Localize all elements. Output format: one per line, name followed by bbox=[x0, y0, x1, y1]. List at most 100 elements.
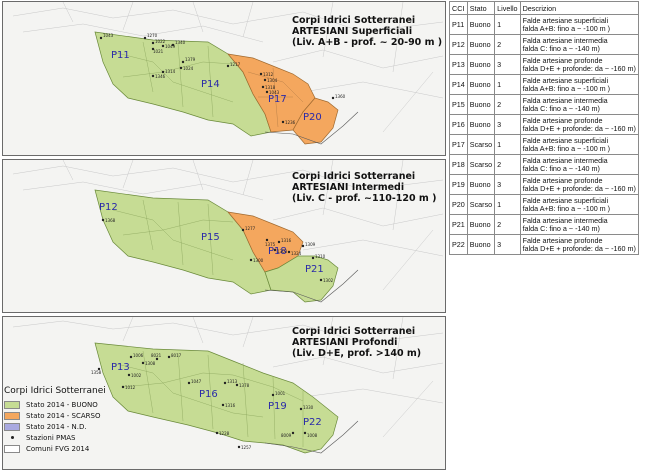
station-label: 1047 bbox=[191, 379, 202, 384]
zone-p12-p15-area bbox=[94, 189, 272, 295]
cell-cci: P17 bbox=[449, 134, 468, 155]
station-label: 1303 bbox=[277, 249, 288, 254]
cell-descrizione: Falde artesiane superficiali falda A+B: f… bbox=[519, 14, 639, 35]
cell-stato: Buono bbox=[466, 214, 496, 235]
station-label: 1312 bbox=[263, 72, 274, 77]
descrizione-line: Falde artesiane superficiali bbox=[522, 195, 609, 205]
cell-cci: P16 bbox=[449, 114, 468, 135]
descrizione-line: Falde artesiane profonde bbox=[522, 115, 603, 125]
cell-livello: 2 bbox=[494, 154, 521, 175]
legend-item-stations: Stazioni PMAS bbox=[4, 432, 144, 443]
station-label: 1313 bbox=[227, 379, 238, 384]
map-title-line: Corpi Idrici Sotterranei bbox=[292, 326, 416, 337]
legend-swatch bbox=[4, 411, 20, 420]
station-label: 1302 bbox=[323, 278, 334, 283]
cell-cci: P11 bbox=[449, 14, 468, 35]
descrizione-line: falda C: fino a ~ -140 m) bbox=[522, 163, 600, 173]
station-point bbox=[179, 66, 183, 70]
cell-stato: Buono bbox=[466, 14, 496, 35]
cell-cci: P20 bbox=[449, 194, 468, 215]
station-label: 1270 bbox=[147, 33, 158, 38]
station-point bbox=[265, 238, 269, 242]
station-label: 1257 bbox=[241, 445, 252, 450]
station-point bbox=[151, 74, 155, 78]
station-label: 1379 bbox=[185, 57, 196, 62]
station-label: 1310 bbox=[315, 254, 326, 259]
station-label: 1309 bbox=[305, 242, 316, 247]
table-row: P22 Buono 3 Falde artesiane profonde falda D… bbox=[449, 234, 639, 255]
zone-label: P12 bbox=[99, 202, 118, 213]
station-point bbox=[223, 381, 227, 385]
table-row: P16 Buono 3 Falde artesiane profonde falda D… bbox=[449, 114, 639, 135]
station-point bbox=[319, 278, 323, 282]
zone-label: P20 bbox=[303, 112, 322, 123]
descrizione-line: falda C: fino a ~ -140 m) bbox=[522, 103, 600, 113]
cell-descrizione: Falde artesiane profonde falda D+E + prof… bbox=[519, 234, 639, 255]
zone-label: P19 bbox=[268, 401, 287, 412]
table-body: P11 Buono 1 Falde artesiane superficiali fal… bbox=[449, 14, 639, 255]
station-point bbox=[311, 256, 315, 260]
station-point bbox=[273, 248, 277, 252]
station-label: 1001 bbox=[275, 391, 286, 396]
station-point bbox=[301, 244, 305, 248]
descrizione-line: falda D+E + profonde: da ~ -160 m) bbox=[522, 183, 636, 193]
station-point bbox=[187, 381, 191, 385]
station-label: 1277 bbox=[245, 226, 256, 231]
cell-cci: P22 bbox=[449, 234, 468, 255]
cell-livello: 3 bbox=[494, 234, 521, 255]
station-point bbox=[121, 385, 125, 389]
descrizione-line: Falde artesiane profonde bbox=[522, 235, 603, 245]
station-point bbox=[97, 367, 101, 371]
station-label: 8017 bbox=[171, 353, 182, 358]
station-point bbox=[277, 240, 281, 244]
descrizione-line: falda A+B: fino a ~ -100 m ) bbox=[522, 23, 611, 33]
station-label: 1318 bbox=[265, 85, 276, 90]
station-label: 8021 bbox=[151, 353, 162, 358]
legend-title: Corpi Idrici Sotterranei bbox=[4, 386, 106, 396]
station-label: 1314 bbox=[165, 69, 176, 74]
table-row: P12 Buono 2 Falda artesiane intermedia falda… bbox=[449, 34, 639, 55]
station-point bbox=[287, 250, 291, 254]
station-label: 1316 bbox=[225, 403, 236, 408]
header-stato: Stato bbox=[466, 1, 496, 15]
cell-stato: Scarso bbox=[466, 134, 496, 155]
cell-descrizione: Falde artesiane superficiali falda A+B: f… bbox=[519, 74, 639, 95]
station-point bbox=[181, 60, 185, 64]
zone-label: P15 bbox=[201, 232, 220, 243]
cell-livello: 3 bbox=[494, 54, 521, 75]
station-label: 1330 bbox=[303, 405, 314, 410]
map-title-line: Corpi Idrici Sotterranei bbox=[292, 15, 416, 26]
cell-livello: 1 bbox=[494, 134, 521, 155]
zone-label: P21 bbox=[305, 264, 324, 275]
cell-stato: Buono bbox=[466, 114, 496, 135]
descrizione-line: falda C: fino a ~ -140 m) bbox=[522, 43, 600, 53]
station-point bbox=[281, 120, 285, 124]
map-legend: Corpi Idrici Sotterranei Stato 2014 - BU… bbox=[4, 386, 144, 454]
station-point bbox=[299, 407, 303, 411]
map-panel-intermedi: P12 P15 P18 P21 1368 1277 1375 1316 1303… bbox=[2, 159, 446, 313]
station-point bbox=[161, 70, 165, 74]
cell-livello: 1 bbox=[494, 74, 521, 95]
station-label: 1375 bbox=[265, 242, 276, 247]
legend-label: Comuni FVG 2014 bbox=[26, 444, 90, 453]
station-label: 8009 bbox=[281, 433, 292, 438]
descrizione-line: Falde artesiane profonde bbox=[522, 175, 603, 185]
station-point bbox=[151, 47, 155, 51]
cell-cci: P15 bbox=[449, 94, 468, 115]
station-label: 1360 bbox=[335, 94, 346, 99]
station-label: 1324 bbox=[291, 251, 302, 256]
map-intermedi: P12 P15 P18 P21 1368 1277 1375 1316 1303… bbox=[12, 160, 444, 303]
descrizione-line: Falde artesiane superficiali bbox=[522, 75, 609, 85]
cell-stato: Buono bbox=[466, 54, 496, 75]
cell-stato: Buono bbox=[466, 234, 496, 255]
zone-label: P17 bbox=[268, 94, 287, 105]
descrizione-line: Falde artesiane superficiali bbox=[522, 135, 609, 145]
cell-cci: P21 bbox=[449, 214, 468, 235]
descrizione-line: falda A+B: fino a ~ -100 m ) bbox=[522, 83, 611, 93]
station-label: 1024 bbox=[183, 66, 194, 71]
station-point bbox=[259, 72, 263, 76]
cell-stato: Scarso bbox=[466, 194, 496, 215]
cell-descrizione: Falde artesiane superficiali falda A+B: f… bbox=[519, 194, 639, 215]
station-point bbox=[271, 393, 275, 397]
descrizione-line: falda D+E + profonde: da ~ -160 m) bbox=[522, 243, 636, 253]
